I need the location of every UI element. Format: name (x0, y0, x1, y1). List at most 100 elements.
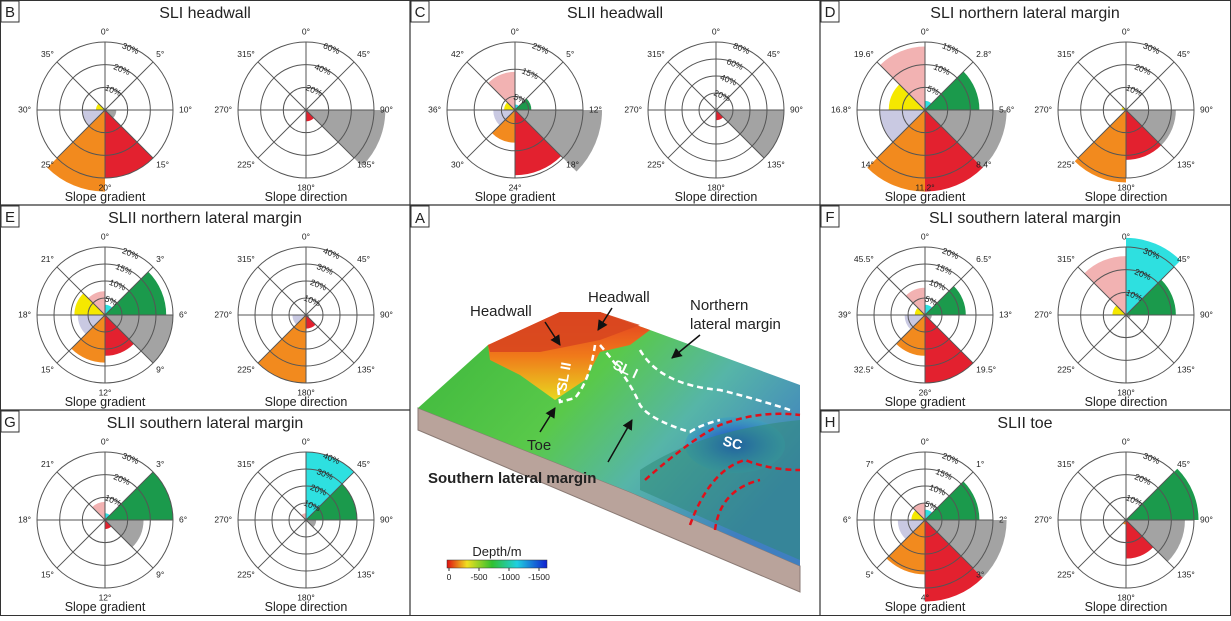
angle-label: 30° (451, 159, 464, 169)
angle-label: 18° (566, 159, 579, 169)
angle-label: 7° (866, 459, 874, 469)
ring (1102, 496, 1150, 544)
spoke (104, 61, 154, 111)
r-tick-label: 20% (309, 277, 329, 293)
sector (925, 71, 980, 110)
angle-label: 135° (1177, 569, 1195, 579)
spoke (924, 61, 974, 111)
ring (1080, 269, 1172, 361)
angle-label: 3° (156, 459, 164, 469)
ring (873, 468, 977, 572)
r-tick-label: 40% (313, 61, 333, 77)
angle-label: 21° (41, 459, 54, 469)
sector (71, 315, 105, 363)
x-axis-label: Slope direction (1085, 395, 1168, 409)
sector (925, 110, 983, 192)
ring (59, 474, 151, 566)
sector (879, 110, 925, 143)
angle-label: 6° (179, 514, 187, 524)
angle-label: 2° (999, 514, 1007, 524)
panel-letter: H (825, 414, 836, 431)
r-tick-label: 10% (932, 61, 952, 77)
angle-label: 16.8° (831, 104, 851, 114)
r-tick-label: 5% (923, 499, 939, 513)
r-tick-label: 20% (941, 451, 961, 467)
angle-label: 315° (237, 459, 255, 469)
angle-label: 4° (921, 592, 929, 602)
angle-label: 19.5° (976, 364, 996, 374)
angle-label: 3° (156, 254, 164, 264)
sector (911, 510, 925, 520)
angle-label: 9° (156, 364, 164, 374)
sector (1126, 237, 1181, 315)
r-tick-label: 20% (1133, 61, 1153, 77)
angle-label: 39° (838, 309, 851, 319)
angle-label: 0° (921, 436, 929, 446)
ring (901, 86, 949, 134)
spoke (514, 61, 564, 111)
angle-label: 0° (921, 231, 929, 241)
sector (306, 452, 355, 520)
ring (260, 64, 352, 156)
spoke (56, 471, 106, 521)
r-tick-label: 20% (121, 246, 141, 262)
sector (306, 110, 315, 122)
sector (1126, 520, 1154, 559)
sector (105, 110, 117, 119)
r-tick-label: 5% (103, 294, 119, 308)
spoke (1077, 61, 1127, 111)
angle-label: 225° (1057, 159, 1075, 169)
ring (81, 86, 129, 134)
angle-label: 12° (99, 592, 112, 602)
r-tick-label: 10% (928, 277, 948, 293)
panel-title: SLI headwall (159, 5, 251, 22)
sector (716, 110, 724, 121)
sector (292, 315, 306, 325)
angle-label: 0° (302, 436, 310, 446)
panel-title: SLII headwall (567, 5, 663, 22)
angle-label: 270° (1034, 104, 1052, 114)
spoke (1125, 109, 1175, 159)
colorbar-tick-label: -1000 (498, 572, 520, 582)
angle-label: 42° (451, 49, 464, 59)
ring (873, 263, 977, 367)
sector (880, 46, 925, 110)
spoke (1077, 314, 1127, 364)
sector (925, 520, 1007, 578)
angle-label: 24° (509, 182, 522, 192)
angle-label: 25° (41, 159, 54, 169)
angle-label: 20° (99, 182, 112, 192)
ring (856, 246, 994, 384)
sector (105, 520, 144, 548)
angle-label: 0° (1122, 26, 1130, 36)
r-tick-label: 15% (941, 41, 961, 57)
angle-label: 11.2° (915, 182, 934, 192)
colorbar-tick-label: -1500 (528, 572, 550, 582)
angle-label: 12° (589, 104, 602, 114)
r-tick-label: 40% (322, 246, 342, 262)
angle-label: 45° (1177, 254, 1190, 264)
sector (105, 110, 154, 178)
channel-area (640, 420, 800, 560)
sector (105, 315, 173, 364)
angle-label: 180° (1117, 387, 1135, 397)
x-axis-label: Slope gradient (65, 190, 146, 204)
r-tick-label: 80% (732, 41, 752, 57)
angle-label: 315° (237, 49, 255, 59)
spoke (1077, 519, 1127, 569)
spoke (257, 109, 307, 159)
angle-label: 135° (1177, 159, 1195, 169)
angle-label: 90° (1200, 309, 1213, 319)
angle-label: 90° (380, 104, 393, 114)
angle-label: 225° (1057, 364, 1075, 374)
panel-letter: F (825, 209, 834, 226)
angle-label: 32.5° (854, 364, 874, 374)
ring (254, 263, 358, 367)
angle-label: 180° (297, 387, 315, 397)
ring (1080, 474, 1172, 566)
angle-label: 5° (566, 49, 574, 59)
angle-label: 45° (357, 49, 370, 59)
colorbar-tick-label: -500 (470, 572, 487, 582)
panel-title: SLII northern lateral margin (108, 210, 302, 227)
